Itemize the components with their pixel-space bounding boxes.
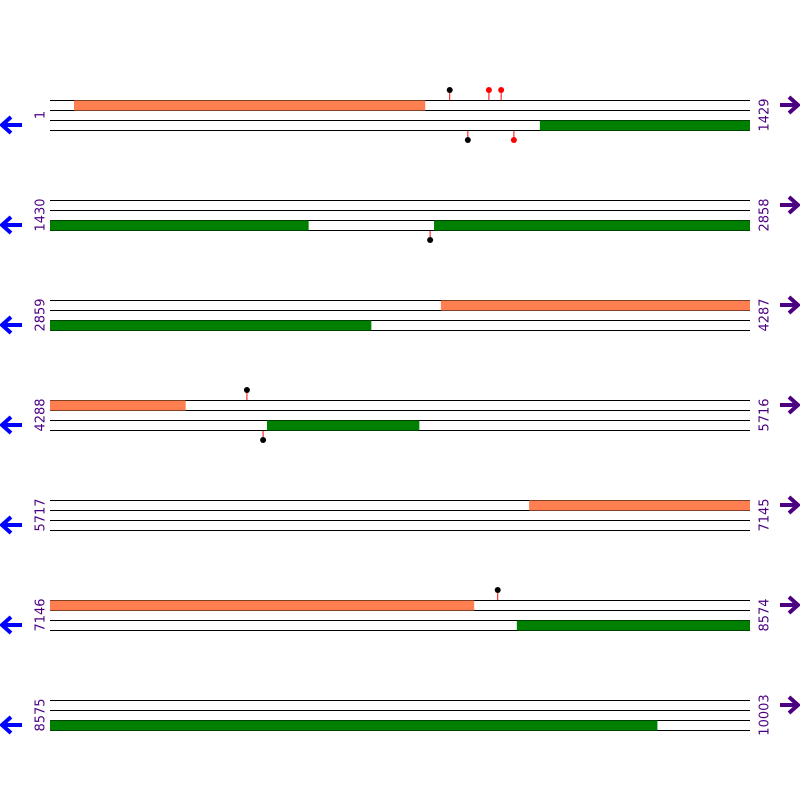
reverse-feature <box>539 120 750 131</box>
forward-feature <box>529 500 750 511</box>
reverse-feature <box>50 320 372 331</box>
marker <box>260 437 267 443</box>
right-arrow <box>780 195 800 215</box>
end-label: 10003 <box>758 694 773 735</box>
marker <box>485 87 492 93</box>
marker <box>446 87 453 93</box>
start-label: 7146 <box>34 598 49 631</box>
reverse-feature <box>50 220 309 231</box>
left-arrow <box>0 315 22 335</box>
reverse-feature <box>267 420 420 431</box>
start-label: 2859 <box>34 298 49 331</box>
marker <box>243 387 250 393</box>
right-arrow <box>780 95 800 115</box>
start-label: 1 <box>34 111 49 119</box>
right-arrow <box>780 495 800 515</box>
forward-feature <box>440 300 750 311</box>
left-arrow <box>0 215 22 235</box>
left-arrow <box>0 415 22 435</box>
right-arrow <box>780 695 800 715</box>
end-label: 2858 <box>758 198 773 231</box>
forward-feature <box>50 400 186 411</box>
left-arrow <box>0 715 22 735</box>
right-arrow <box>780 595 800 615</box>
left-arrow <box>0 515 22 535</box>
start-label: 1430 <box>34 198 49 231</box>
reverse-feature <box>50 720 658 731</box>
right-arrow <box>780 295 800 315</box>
left-arrow <box>0 615 22 635</box>
end-label: 4287 <box>758 298 773 331</box>
forward-feature <box>74 100 426 111</box>
end-label: 1429 <box>758 98 773 131</box>
marker <box>498 87 505 93</box>
start-label: 5717 <box>34 498 49 531</box>
marker <box>427 237 434 243</box>
start-label: 4288 <box>34 398 49 431</box>
left-arrow <box>0 115 22 135</box>
marker <box>494 587 501 593</box>
reverse-feature <box>516 620 750 631</box>
end-label: 8574 <box>758 598 773 631</box>
start-label: 8575 <box>34 698 49 731</box>
marker <box>464 137 471 143</box>
marker <box>510 137 517 143</box>
forward-feature <box>50 600 475 611</box>
right-arrow <box>780 395 800 415</box>
end-label: 7145 <box>758 498 773 531</box>
reverse-feature <box>434 220 750 231</box>
end-label: 5716 <box>758 398 773 431</box>
